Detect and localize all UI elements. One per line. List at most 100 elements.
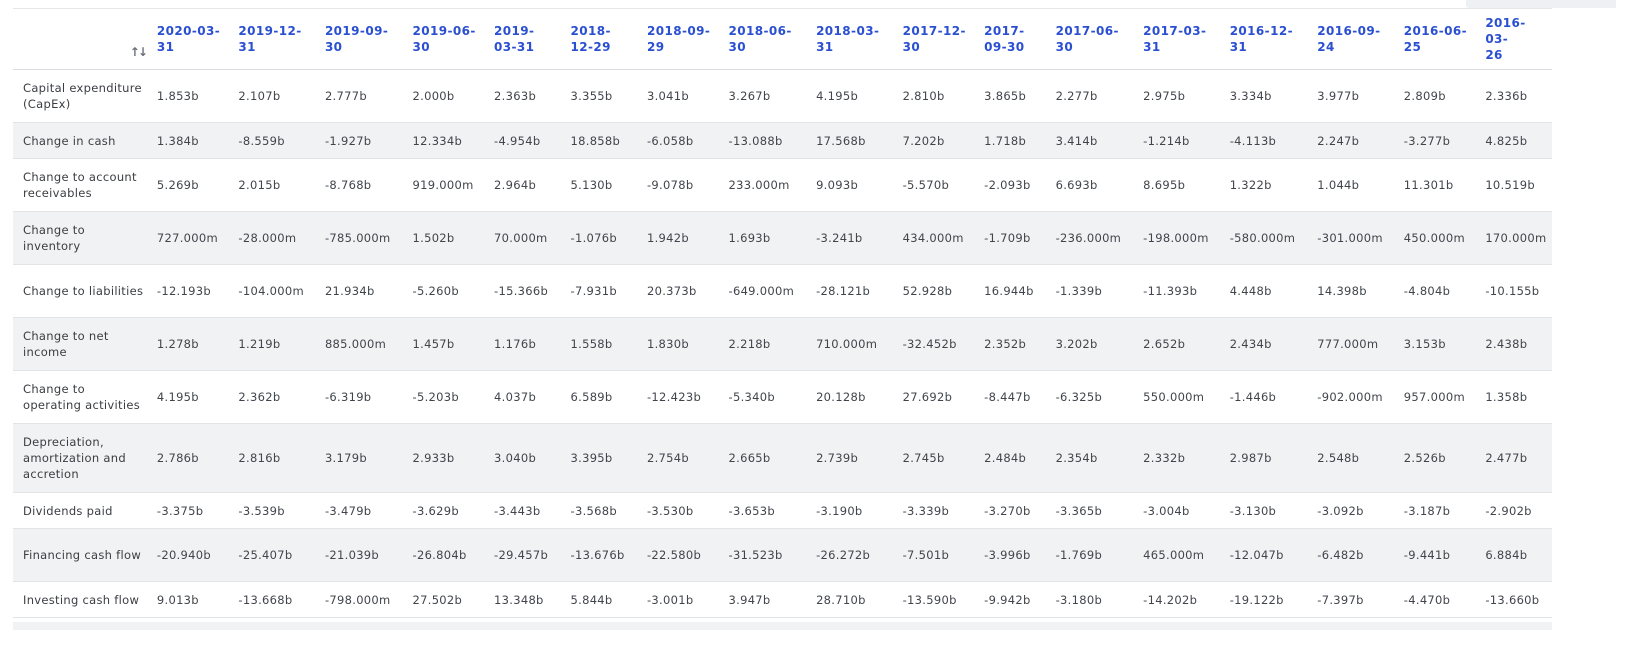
value-cell: -12.423b	[646, 390, 702, 404]
value-cell: -7.501b	[902, 548, 950, 562]
date-header-text: 2016-03-	[1485, 16, 1526, 46]
table-row: Change in cash 1.384b -8.559b -1.927b 12.334…	[13, 122, 1552, 159]
date-header-text: 31	[816, 40, 834, 54]
value-cell: -3.568b	[570, 503, 617, 518]
date-header-text: 2020-03-	[156, 24, 221, 38]
date-header-text: 2016-09-	[1317, 24, 1381, 38]
table-row: Change to inventory 727.000m -28.000m -785.…	[13, 211, 1552, 265]
date-column-header[interactable]: 2017- 09-30	[977, 8, 1049, 70]
value-cell: -7.397b	[1317, 592, 1364, 607]
value-cell: 2.786b	[156, 451, 199, 465]
value-cell: 777.000m	[1317, 337, 1379, 351]
date-header-text: 2019-	[494, 24, 535, 38]
value-cell: 1.693b	[728, 231, 771, 245]
value-cell: -8.447b	[984, 390, 1031, 404]
value-cell: 21.934b	[324, 284, 375, 298]
date-column-header[interactable]: 2019- 03-31	[487, 8, 564, 70]
value-cell: 1.278b	[156, 337, 199, 351]
value-cell: 1.219b	[238, 337, 281, 351]
date-column-header[interactable]: 2018-09- 29	[639, 8, 722, 70]
value-cell: 5.269b	[156, 178, 199, 192]
value-cell: 233.000m	[728, 178, 790, 192]
value-cell: -22.580b	[646, 548, 702, 562]
value-cell: -13.676b	[570, 548, 625, 562]
value-cell: 465.000m	[1143, 548, 1205, 562]
value-cell: -3.629b	[412, 503, 459, 518]
value-cell: 12.334b	[412, 133, 463, 148]
date-header-text: 12-29	[570, 40, 611, 54]
value-cell: 1.457b	[412, 337, 455, 351]
date-column-header[interactable]: 2016-03- 26	[1478, 8, 1552, 70]
value-cell: -20.940b	[156, 548, 211, 562]
date-header-text: 30	[324, 40, 343, 54]
value-cell: -14.202b	[1143, 592, 1198, 607]
date-column-header[interactable]: 2017-12- 30	[895, 8, 978, 70]
value-cell: 4.825b	[1485, 133, 1528, 148]
date-column-header[interactable]: 2016-09- 24	[1310, 8, 1397, 70]
value-cell: -13.088b	[728, 133, 783, 148]
sort-arrows-icon[interactable]: ↑↓	[129, 45, 148, 59]
value-cell: 1.830b	[646, 337, 690, 351]
value-cell: -785.000m	[324, 231, 391, 245]
value-cell: 2.363b	[494, 89, 537, 103]
value-cell: 3.395b	[570, 451, 613, 465]
value-cell: -798.000m	[324, 592, 391, 607]
value-cell: 3.865b	[984, 89, 1027, 103]
value-cell: 3.179b	[324, 451, 367, 465]
value-cell: -6.325b	[1055, 390, 1103, 404]
value-cell: 2.247b	[1317, 133, 1360, 148]
date-column-header[interactable]: 2019-09- 30	[317, 8, 406, 70]
date-column-header[interactable]: 2018-06- 30	[721, 8, 810, 70]
date-header-text: 2016-12-	[1229, 24, 1293, 38]
value-cell: -9.942b	[984, 592, 1031, 607]
value-cell: -1.214b	[1143, 133, 1190, 148]
sort-column-header[interactable]: ↑↓	[13, 8, 150, 70]
value-cell: -15.366b	[494, 284, 549, 298]
value-cell: 1.358b	[1485, 390, 1528, 404]
value-cell: 2.015b	[238, 178, 281, 192]
date-column-header[interactable]: 2020-03- 31	[149, 8, 232, 70]
date-header-text: 25	[1403, 40, 1422, 54]
value-cell: -3.001b	[646, 592, 694, 607]
value-cell: -1.769b	[1055, 548, 1103, 562]
value-cell: 2.809b	[1403, 89, 1446, 103]
date-column-header[interactable]: 2017-03- 31	[1136, 8, 1223, 70]
value-cell: 710.000m	[816, 337, 878, 351]
value-cell: -8.768b	[324, 178, 372, 192]
date-column-header[interactable]: 2018-03- 31	[809, 8, 896, 70]
value-cell: -902.000m	[1317, 390, 1383, 404]
value-cell: 2.336b	[1485, 89, 1528, 103]
date-column-header[interactable]: 2016-06- 25	[1396, 8, 1479, 70]
table-body: Capital expenditure (CapEx) 1.853b 2.107b 2…	[13, 70, 1552, 618]
date-header-text: 30	[902, 40, 921, 54]
value-cell: -19.122b	[1229, 592, 1284, 607]
value-cell: 5.844b	[570, 592, 613, 607]
value-cell: 3.334b	[1229, 89, 1272, 103]
date-column-header[interactable]: 2019-12- 31	[231, 8, 318, 70]
value-cell: 4.037b	[494, 390, 537, 404]
value-cell: 2.754b	[646, 451, 690, 465]
date-column-header[interactable]: 2019-06- 30	[405, 8, 488, 70]
row-label: Investing cash flow	[23, 592, 140, 607]
date-column-header[interactable]: 2017-06- 30	[1048, 8, 1137, 70]
value-cell: 450.000m	[1403, 231, 1465, 245]
value-cell: 2.352b	[984, 337, 1027, 351]
value-cell: 3.267b	[728, 89, 771, 103]
date-column-header[interactable]: 2016-12- 31	[1222, 8, 1311, 70]
value-cell: 434.000m	[902, 231, 964, 245]
value-cell: -649.000m	[728, 284, 795, 298]
date-column-header[interactable]: 2018- 12-29	[563, 8, 640, 70]
date-header-text: 31	[156, 40, 175, 54]
tab-stub	[1466, 0, 1616, 8]
value-cell: -3.180b	[1055, 592, 1103, 607]
value-cell: 550.000m	[1143, 390, 1205, 404]
value-cell: -26.272b	[816, 548, 871, 562]
date-header-text: 2019-09-	[324, 24, 389, 38]
value-cell: 52.928b	[902, 284, 953, 298]
value-cell: 2.218b	[728, 337, 771, 351]
value-cell: 1.044b	[1317, 178, 1360, 192]
table-row: Capital expenditure (CapEx) 1.853b 2.107b 2…	[13, 70, 1552, 123]
value-cell: 3.041b	[646, 89, 690, 103]
value-cell: 4.195b	[816, 89, 859, 103]
value-cell: 2.816b	[238, 451, 281, 465]
